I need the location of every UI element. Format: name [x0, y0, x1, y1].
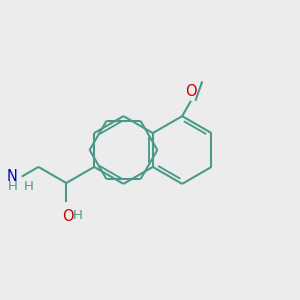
Text: H: H: [73, 209, 83, 222]
Text: H: H: [24, 179, 34, 193]
Text: O: O: [62, 209, 74, 224]
Text: H: H: [8, 179, 17, 193]
Text: O: O: [185, 84, 197, 99]
Text: N: N: [7, 169, 17, 184]
